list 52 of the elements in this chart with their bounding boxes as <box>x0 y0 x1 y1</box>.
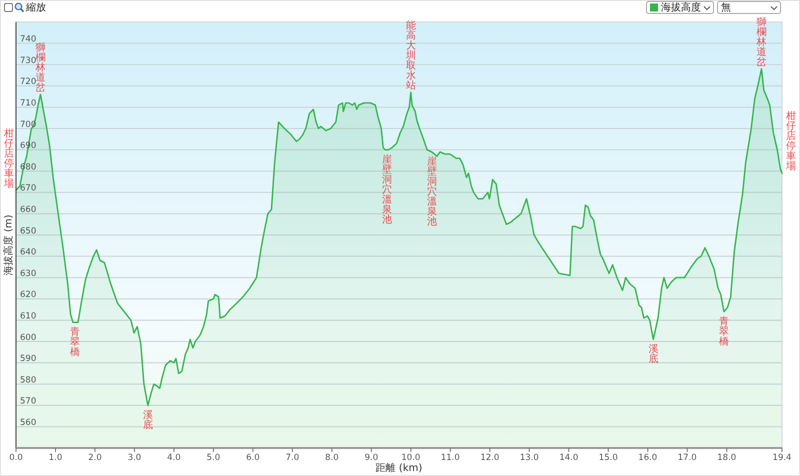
x-tick-label: 18.0 <box>717 453 736 463</box>
y-tick-label: 620 <box>20 290 36 300</box>
x-tick-label: 5.0 <box>206 453 220 463</box>
y-tick-label: 660 <box>20 205 36 216</box>
y-tick-label: 720 <box>20 77 36 88</box>
y-tick-label: 560 <box>20 418 36 428</box>
annotation: 溪底 <box>142 409 153 432</box>
x-tick-label: 19.4 <box>772 453 792 463</box>
x-tick-label: 16.0 <box>638 453 658 463</box>
x-tick-label: 14.0 <box>559 453 578 463</box>
y-tick-label: 580 <box>20 375 36 386</box>
y-tick-label: 640 <box>20 248 36 258</box>
annotation: 青翠橋 <box>718 315 729 348</box>
x-tick-label: 3.0 <box>128 453 142 463</box>
annotation: 獅欄林道岔 <box>755 16 766 68</box>
annotation: 青翠橋 <box>70 326 80 358</box>
y-tick-label: 600 <box>20 332 36 343</box>
y-tick-label: 630 <box>20 268 36 279</box>
y-tick-label: 670 <box>20 184 36 194</box>
y-tick-label: 570 <box>20 396 36 407</box>
x-tick-label: 4.0 <box>167 453 181 463</box>
x-tick-label: 7.0 <box>286 453 300 463</box>
x-tick-label: 6.0 <box>246 453 260 463</box>
x-tick-label: 15.0 <box>598 453 618 463</box>
y-axis-title: 海拔高度 (m) <box>2 214 15 276</box>
text: 無 <box>721 2 731 14</box>
y-tick-label: 650 <box>20 226 36 236</box>
legend-label: 海拔高度 <box>661 2 701 14</box>
y-tick-label: 740 <box>20 34 36 45</box>
annotation: 柑仔店停車場 <box>785 110 796 172</box>
annotation: 崖壁洞穴溫泉池 <box>426 156 437 228</box>
y-tick-label: 610 <box>20 312 36 322</box>
x-tick-label: 13.0 <box>520 453 539 463</box>
annotation: 溪底 <box>648 343 658 366</box>
x-tick-label: 0.0 <box>9 453 23 463</box>
annotation: 崖壁洞穴溫泉池 <box>382 154 392 226</box>
y-tick-label: 590 <box>20 354 36 364</box>
annotation: 能高大圳取水站 <box>404 19 416 92</box>
x-tick-label: 12.0 <box>480 453 500 463</box>
annotation: 柑仔店停車場 <box>3 127 14 190</box>
annotation: 獅欄林道岔 <box>34 42 46 94</box>
x-tick-label: 11.0 <box>440 453 460 463</box>
text: 縮放 <box>25 2 46 14</box>
x-tick-label: 8.0 <box>325 453 339 463</box>
x-tick-label: 10.0 <box>401 453 420 463</box>
x-tick-label: 17.0 <box>678 453 697 463</box>
x-tick-label: 2.0 <box>88 453 102 463</box>
x-axis-title: 距離 (km) <box>376 462 422 474</box>
x-tick-label: 9.0 <box>364 453 378 463</box>
x-tick-label: 1.0 <box>48 453 62 463</box>
y-tick-label: 710 <box>20 98 36 109</box>
y-tick-label: 730 <box>20 56 36 66</box>
